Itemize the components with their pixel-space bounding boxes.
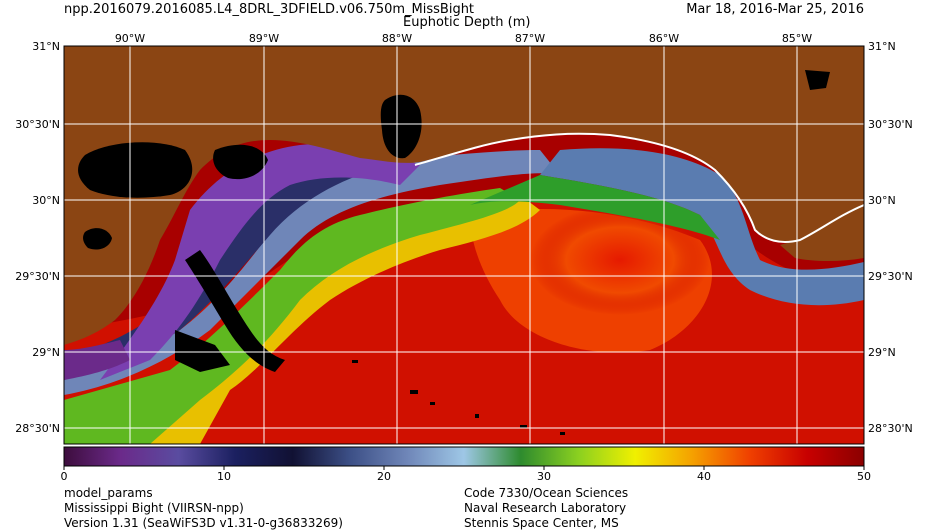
lat-label-left: 31°N [32, 40, 60, 53]
land-east [780, 205, 864, 261]
footer-right-3: Stennis Space Center, MS [464, 516, 619, 530]
date-range: Mar 18, 2016-Mar 25, 2016 [686, 2, 864, 17]
lon-label: 88°W [382, 32, 412, 45]
delta-nodata [185, 250, 285, 372]
map-frame [63, 45, 865, 445]
footer-right-1: Code 7330/Ocean Sciences [464, 486, 629, 500]
latitude-labels-right: 31°N 30°30'N 30°N 29°30'N 29°N 28°30'N [868, 40, 913, 435]
lat-label-right: 28°30'N [868, 422, 913, 435]
colorbar-tick-label: 10 [217, 470, 231, 483]
delta-tip [175, 330, 230, 372]
colorbar-tick-label: 30 [537, 470, 551, 483]
lake-small [83, 228, 112, 250]
plume-core [530, 205, 710, 315]
colorbar-tick-label: 40 [697, 470, 711, 483]
cloud-specks [352, 360, 565, 435]
coastline [414, 132, 864, 243]
lat-label-left: 28°30'N [15, 422, 60, 435]
east-coastal-band [540, 148, 864, 306]
lat-label-right: 30°N [868, 194, 896, 207]
lon-label: 89°W [249, 32, 279, 45]
lat-label-right: 31°N [868, 40, 896, 53]
map-title: npp.2016079.2016085.L4_8DRL_3DFIELD.v06.… [64, 2, 475, 17]
lat-label-left: 29°30'N [15, 270, 60, 283]
purple-coastal [100, 143, 420, 380]
lon-label: 87°W [515, 32, 545, 45]
colorbar-ticks: 0 10 20 30 40 50 [61, 466, 871, 483]
footer-right-2: Naval Research Laboratory [464, 501, 627, 515]
inland-lake-east [805, 70, 830, 90]
lon-label: 85°W [782, 32, 812, 45]
longitude-labels: 90°W 89°W 88°W 87°W 86°W 85°W [115, 32, 812, 45]
green-band [64, 188, 520, 444]
lake-pontchartrain [78, 142, 193, 198]
lake-borgne [213, 144, 268, 180]
blue-band [64, 150, 560, 444]
product-label: Euphotic Depth (m) [403, 15, 531, 30]
colorbar [63, 446, 865, 467]
colorbar-tick-label: 50 [857, 470, 871, 483]
lon-label: 86°W [649, 32, 679, 45]
lat-label-left: 30°N [32, 194, 60, 207]
colorbar-tick-label: 20 [377, 470, 391, 483]
lat-label-left: 29°N [32, 346, 60, 359]
lat-label-right: 30°30'N [868, 118, 913, 131]
purple-southwest [64, 340, 130, 380]
map-panel [64, 46, 864, 444]
lon-label: 90°W [115, 32, 145, 45]
mobile-bay [380, 94, 422, 159]
lat-label-right: 29°30'N [868, 270, 913, 283]
footer-left-3: Version 1.31 (SeaWiFS3D v1.31-0-g3683326… [64, 516, 343, 530]
footer-left-2: Mississippi Bight (VIIRSN-npp) [64, 501, 244, 515]
footer-left-1: model_params [64, 486, 153, 500]
lat-label-right: 29°N [868, 346, 896, 359]
lat-label-left: 30°30'N [15, 118, 60, 131]
east-green-band [470, 175, 720, 240]
colorbar-tick-label: 0 [61, 470, 68, 483]
latitude-labels-left: 31°N 30°30'N 30°N 29°30'N 29°N 28°30'N [15, 40, 60, 435]
graticule [64, 46, 864, 444]
